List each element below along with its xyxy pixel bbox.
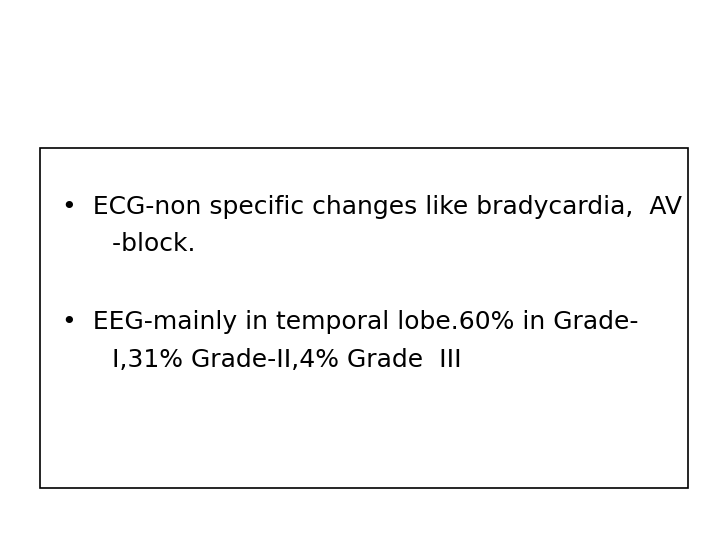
Text: I,31% Grade-II,4% Grade  III: I,31% Grade-II,4% Grade III <box>88 348 462 372</box>
Text: -block.: -block. <box>88 232 196 256</box>
Text: •  ECG-non specific changes like bradycardia,  AV: • ECG-non specific changes like bradycar… <box>62 195 682 219</box>
Bar <box>40 148 688 488</box>
Text: •  EEG-mainly in temporal lobe.60% in Grade-: • EEG-mainly in temporal lobe.60% in Gra… <box>62 310 639 334</box>
